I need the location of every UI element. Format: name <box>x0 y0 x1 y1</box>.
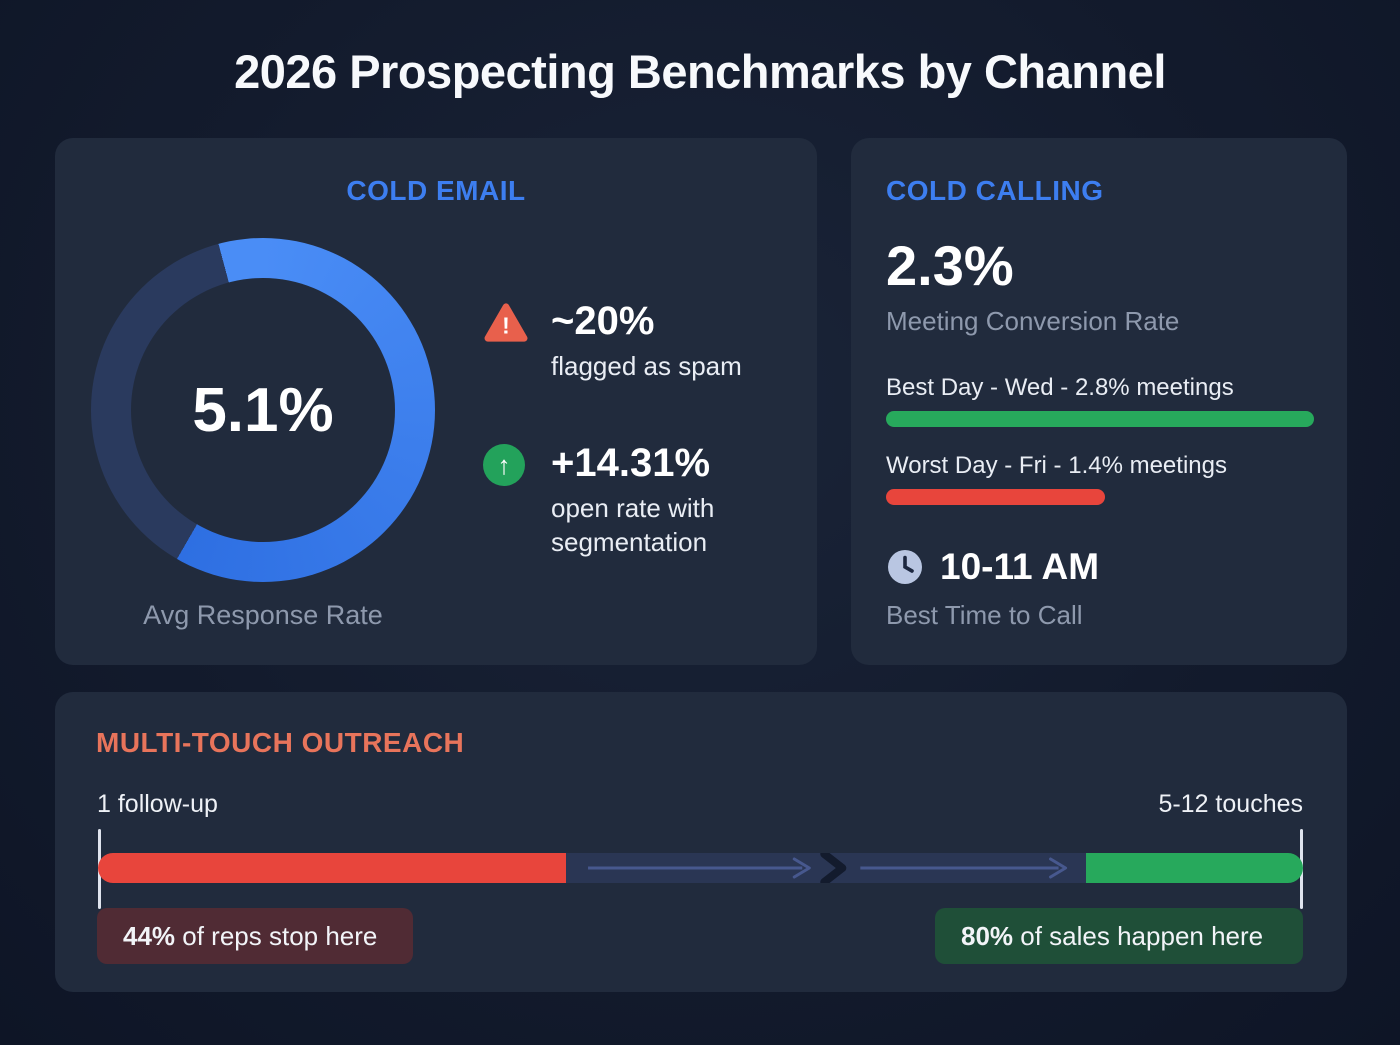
page-title: 2026 Prospecting Benchmarks by Channel <box>234 45 1166 98</box>
clock-icon <box>888 550 922 584</box>
open-rate-stat-value: +14.31% <box>551 441 711 485</box>
bar-green-segment <box>1086 853 1303 883</box>
stop-badge: 44% of reps stop here <box>97 908 413 964</box>
arrow-up-circle-icon: ↑ <box>483 442 529 486</box>
multi-touch-card: MULTI-TOUCH OUTREACH 1 follow-up 5-12 to… <box>55 692 1347 992</box>
sales-badge-value: 80% <box>961 920 1014 951</box>
best-time-value: 10-11 AM <box>940 546 1100 587</box>
end-label: 5-12 touches <box>1158 790 1303 818</box>
best-day-bar <box>886 411 1314 427</box>
stop-badge-text: of reps stop here <box>175 920 378 951</box>
best-time-label: Best Time to Call <box>886 600 1083 630</box>
cold-calling-card: COLD CALLING 2.3% Meeting Conversion Rat… <box>851 138 1347 665</box>
conversion-rate-value: 2.3% <box>886 234 1014 297</box>
open-rate-stat: ↑ +14.31% open rate with segmentation <box>483 442 766 560</box>
best-day-label: Best Day - Wed - 2.8% meetings <box>886 374 1234 401</box>
bar-middle-segment <box>565 853 1087 883</box>
worst-day-bar <box>886 489 1105 505</box>
spam-stat-value: ~20% <box>551 299 655 343</box>
response-rate-donut-chart: 5.1% <box>91 238 435 582</box>
spam-stat: ! ~20% flagged as spam <box>483 300 742 384</box>
start-label: 1 follow-up <box>97 790 218 818</box>
conversion-rate-label: Meeting Conversion Rate <box>886 306 1180 336</box>
sales-badge-text: of sales happen here <box>1013 920 1264 951</box>
cold-calling-heading: COLD CALLING <box>886 175 1104 206</box>
svg-text:!: ! <box>502 313 510 339</box>
multi-touch-heading: MULTI-TOUCH OUTREACH <box>96 727 465 758</box>
bar-red-segment <box>98 853 566 883</box>
warning-triangle-icon: ! <box>483 300 529 349</box>
worst-day-label: Worst Day - Fri - 1.4% meetings <box>886 452 1227 479</box>
cold-email-heading: COLD EMAIL <box>346 175 526 206</box>
sales-badge: 80% of sales happen here <box>935 908 1303 964</box>
open-rate-stat-label: open rate with segmentation <box>551 493 715 557</box>
cold-email-card: COLD EMAIL 5.1% Avg Response Rate ! ~20%… <box>55 138 817 665</box>
stop-badge-value: 44% <box>123 920 176 951</box>
arrow-right-icon <box>587 853 1067 883</box>
outreach-progress-bar <box>98 853 1303 883</box>
spam-stat-label: flagged as spam <box>551 351 742 381</box>
spam-stat-text: ~20% flagged as spam <box>551 300 742 384</box>
best-time-row: 10-11 AM <box>886 546 1099 588</box>
donut-center-value: 5.1% <box>192 375 334 445</box>
open-rate-stat-text: +14.31% open rate with segmentation <box>551 442 766 560</box>
donut-label: Avg Response Rate <box>143 600 383 630</box>
